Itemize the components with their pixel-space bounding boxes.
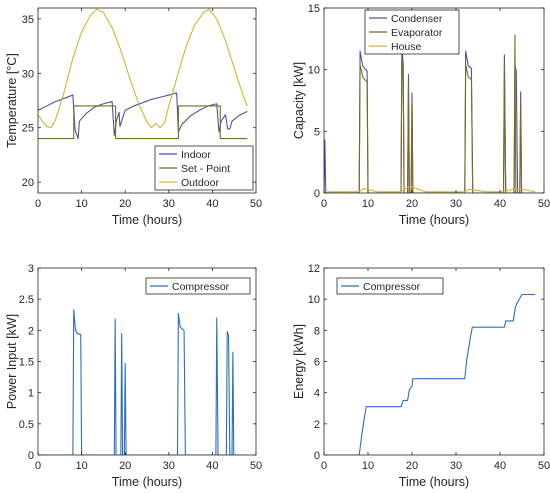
legend: Compressor — [145, 277, 251, 295]
axes-box — [323, 7, 545, 194]
legend-entry: Condenser — [391, 13, 443, 25]
x-tick-label: 40 — [206, 198, 218, 210]
y-tick-label: 4 — [314, 388, 320, 400]
x-tick-label: 40 — [494, 460, 506, 472]
legend-entry: Compressor — [363, 281, 421, 293]
y-tick-label: 2 — [314, 419, 320, 431]
legend-entry: Set - Point — [181, 163, 230, 175]
y-tick-label: 0 — [28, 450, 34, 462]
legend-box — [145, 277, 251, 295]
series-line-compressor — [38, 309, 248, 455]
y-tick-label: 2 — [28, 325, 34, 337]
x-tick-label: 30 — [450, 198, 462, 210]
y-tick-label: 1.5 — [19, 357, 34, 369]
plot-area — [324, 268, 544, 455]
y-axis-label: Energy [kWh] — [292, 324, 306, 399]
x-tick-label: 30 — [450, 460, 462, 472]
chart-panel-3: 0 10 20 30 40 50 0 0.5 1 1.5 2 2.5 3 Time (hours) Powe… — [5, 263, 262, 489]
y-tick-label: 1 — [28, 388, 34, 400]
legend-entry: Evaporator — [391, 27, 443, 39]
y-tick-label: 10 — [308, 65, 320, 77]
y-tick-label: 0.5 — [19, 419, 34, 431]
x-tick-label: 10 — [362, 198, 374, 210]
y-tick-label: 5 — [314, 126, 320, 138]
series-line-outdoor — [38, 8, 248, 129]
chart-panel-2: 0 10 20 30 40 50 0 5 10 15 Time (hours) Capacity [k… — [292, 3, 550, 227]
x-tick-label: 30 — [163, 198, 175, 210]
legend-entry: House — [391, 41, 422, 53]
y-tick-label: 0 — [314, 450, 320, 462]
series-line-house — [324, 186, 536, 193]
x-tick-label: 10 — [75, 460, 87, 472]
x-tick-label: 40 — [206, 460, 218, 472]
legend: Compressor — [336, 277, 444, 295]
y-tick-label: 20 — [22, 177, 34, 189]
x-axis-label: Time (hours) — [112, 213, 182, 227]
plot-area — [38, 268, 256, 455]
legend-box — [154, 145, 254, 191]
legend: Indoor Set - Point Outdoor — [154, 145, 254, 191]
x-tick-label: 20 — [406, 460, 418, 472]
y-tick-label: 10 — [308, 294, 320, 306]
axes-box — [37, 7, 257, 194]
y-tick-label: 6 — [314, 357, 320, 369]
y-tick-label: 8 — [314, 325, 320, 337]
y-tick-label: 25 — [22, 123, 34, 135]
x-axis-label: Time (hours) — [399, 213, 469, 227]
x-tick-label: 0 — [35, 198, 41, 210]
x-tick-label: 0 — [35, 460, 41, 472]
legend-entry: Outdoor — [181, 177, 219, 189]
x-tick-label: 10 — [75, 198, 87, 210]
y-axis-label: Capacity [kW] — [292, 62, 306, 139]
x-tick-label: 50 — [538, 460, 550, 472]
y-tick-label: 15 — [308, 3, 320, 15]
y-axis-label: Temperature [°C] — [5, 53, 19, 148]
series-line-evaporator — [324, 34, 536, 193]
x-tick-label: 20 — [119, 198, 131, 210]
x-tick-label: 10 — [362, 460, 374, 472]
x-tick-label: 50 — [250, 198, 262, 210]
series-line-set-point — [38, 105, 248, 140]
x-tick-label: 20 — [406, 198, 418, 210]
y-tick-label: 35 — [22, 14, 34, 26]
x-tick-label: 0 — [321, 460, 327, 472]
x-tick-label: 0 — [321, 198, 327, 210]
x-tick-label: 40 — [494, 198, 506, 210]
chart-panel-4: 0 10 20 30 40 50 0 2 4 6 8 10 12 Time (hours) Energy [… — [292, 263, 550, 489]
y-tick-label: 2.5 — [19, 294, 34, 306]
legend-entry: Compressor — [172, 281, 230, 293]
legend-box — [336, 277, 444, 295]
x-tick-label: 20 — [119, 460, 131, 472]
y-tick-label: 12 — [308, 263, 320, 275]
series-line-compressor — [324, 293, 536, 455]
x-tick-label: 30 — [163, 460, 175, 472]
chart-panel-1: 0 10 20 30 40 50 20 25 30 35 Time (hours) Temperatu… — [5, 7, 262, 227]
x-tick-label: 50 — [250, 460, 262, 472]
x-axis-label: Time (hours) — [112, 475, 182, 489]
y-tick-label: 30 — [22, 68, 34, 80]
y-axis-label: Power Input [kW] — [5, 314, 19, 409]
x-axis-label: Time (hours) — [399, 475, 469, 489]
legend-entry: Indoor — [181, 149, 211, 161]
y-tick-label: 0 — [314, 188, 320, 200]
y-tick-label: 3 — [28, 263, 34, 275]
x-tick-label: 50 — [538, 198, 550, 210]
legend: Condenser Evaporator House — [364, 9, 460, 55]
